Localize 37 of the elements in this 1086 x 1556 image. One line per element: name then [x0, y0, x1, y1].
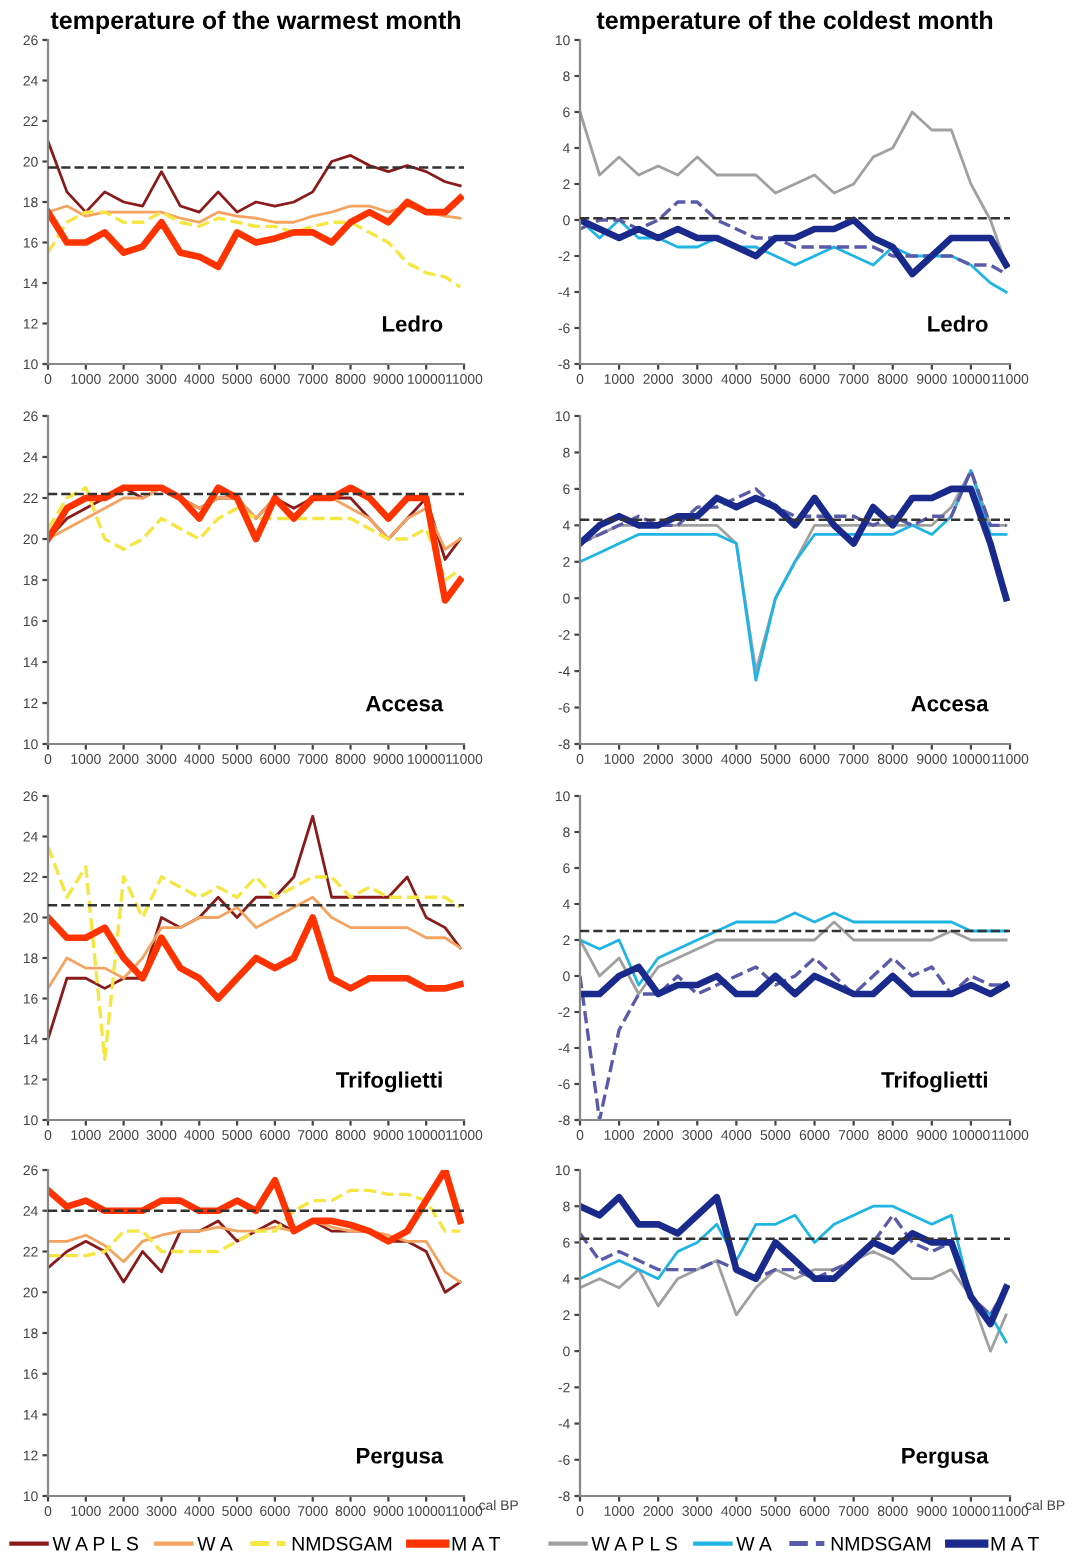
- line-series: [48, 914, 464, 1002]
- line-series: [48, 1188, 462, 1258]
- annotation: Accesa: [365, 695, 444, 712]
- line-series: [48, 484, 464, 604]
- line-series: [580, 1250, 1008, 1353]
- legend-label: M A T: [452, 1537, 500, 1551]
- annotation: Trifoglietti: [336, 1071, 442, 1093]
- line-series: [48, 210, 462, 289]
- annotation: Ledro: [382, 315, 443, 332]
- line-series: [48, 844, 462, 1061]
- line-series: [48, 814, 462, 1041]
- legend-label: NMDSGAM: [292, 1536, 392, 1551]
- annotation: Ledro: [928, 315, 988, 332]
- annotation: Trifoglietti: [881, 1071, 987, 1093]
- chart-title: temperature of the warmest month: [50, 10, 461, 35]
- legend-label: W A: [736, 1537, 772, 1551]
- line-series: [48, 1170, 464, 1245]
- legend-label: W A P L S: [52, 1536, 138, 1551]
- legend-label: W A: [197, 1537, 233, 1551]
- chart-title: temperature of the coldest month: [596, 10, 993, 35]
- legend-label: NMDSGAM: [831, 1536, 931, 1551]
- line-series: [48, 194, 464, 271]
- line-series: [580, 1193, 1010, 1328]
- legend-label: W A P L S: [591, 1536, 677, 1551]
- annotation: Pergusa: [357, 1448, 444, 1469]
- line-series: [580, 200, 1008, 276]
- line-series: [580, 1204, 1008, 1344]
- line-series: [580, 216, 1010, 278]
- legend-label: M A T: [991, 1537, 1039, 1551]
- line-series: [48, 204, 462, 224]
- line-series: [48, 486, 462, 582]
- line-series: [48, 139, 462, 214]
- line-series: [580, 963, 1010, 998]
- annotation: Pergusa: [902, 1448, 989, 1469]
- line-series: [580, 485, 1010, 602]
- line-series: [48, 895, 462, 990]
- annotation: Accesa: [911, 695, 989, 712]
